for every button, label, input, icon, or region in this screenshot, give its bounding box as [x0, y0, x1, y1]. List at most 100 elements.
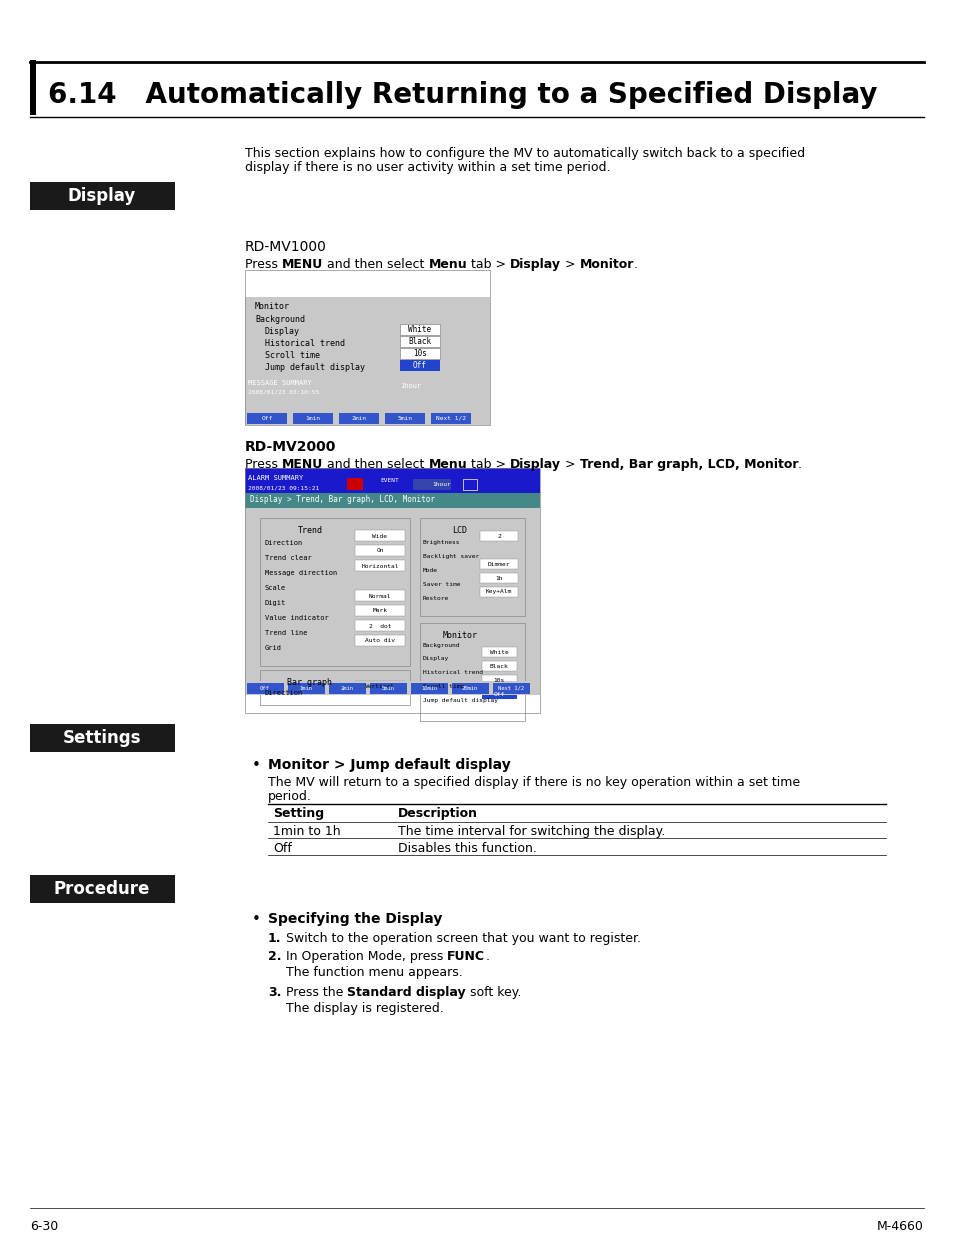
Text: Jump default display: Jump default display — [422, 698, 497, 703]
Text: Procedure: Procedure — [53, 881, 150, 898]
Bar — [30, 724, 174, 752]
Bar — [245, 493, 539, 508]
Text: 1min: 1min — [305, 415, 320, 420]
Text: The MV will return to a specified display if there is no key operation within a : The MV will return to a specified displa… — [268, 776, 800, 789]
Bar — [329, 683, 366, 694]
Text: Specifying the Display: Specifying the Display — [268, 911, 442, 926]
Text: This section explains how to configure the MV to automatically switch back to a : This section explains how to configure t… — [245, 147, 804, 161]
Text: Next 1/2: Next 1/2 — [436, 415, 465, 420]
Text: and then select: and then select — [323, 258, 428, 270]
Bar — [260, 671, 410, 705]
Text: 1hour: 1hour — [432, 482, 450, 487]
Text: Mode: Mode — [422, 568, 437, 573]
Text: ALARM SUMMARY: ALARM SUMMARY — [248, 475, 303, 480]
Bar — [338, 412, 378, 424]
Text: .: . — [485, 950, 489, 963]
Text: Black: Black — [489, 663, 508, 668]
Text: Off: Off — [260, 685, 270, 690]
Bar — [355, 680, 405, 692]
Bar — [245, 680, 539, 695]
Bar — [385, 412, 424, 424]
Text: Key+Alm: Key+Alm — [485, 589, 512, 594]
Bar — [399, 324, 439, 335]
Bar — [293, 412, 333, 424]
Bar — [355, 620, 405, 631]
Bar — [444, 382, 458, 394]
Text: The time interval for switching the display.: The time interval for switching the disp… — [397, 825, 664, 839]
Text: Dimmer: Dimmer — [487, 562, 510, 567]
Text: White: White — [489, 650, 508, 655]
Bar — [481, 689, 517, 699]
Text: Bar graph: Bar graph — [287, 678, 333, 687]
Text: 6-30: 6-30 — [30, 1220, 58, 1233]
Text: >: > — [560, 458, 579, 471]
Text: •: • — [252, 911, 260, 927]
Bar — [30, 61, 36, 115]
Text: 1.: 1. — [268, 932, 281, 945]
Text: Monitor: Monitor — [442, 631, 477, 640]
Text: Press: Press — [245, 258, 281, 270]
Text: Mark: Mark — [372, 609, 387, 614]
Bar — [399, 359, 439, 370]
Text: 2008/01/23 09:15:21: 2008/01/23 09:15:21 — [248, 485, 319, 490]
Text: >: > — [560, 258, 579, 270]
Text: Vertical: Vertical — [365, 683, 395, 688]
Bar — [355, 545, 405, 556]
Text: Display: Display — [510, 258, 560, 270]
Bar — [370, 683, 407, 694]
Text: Digit: Digit — [265, 600, 286, 606]
Text: 2  dot: 2 dot — [369, 624, 391, 629]
Text: Description: Description — [397, 806, 477, 820]
Text: Display: Display — [510, 458, 560, 471]
Text: 1min: 1min — [299, 685, 313, 690]
Text: FUNC: FUNC — [447, 950, 485, 963]
Text: Backlight saver: Backlight saver — [422, 555, 478, 559]
Text: Saver time: Saver time — [422, 582, 460, 587]
Text: Scale: Scale — [265, 585, 286, 592]
Text: 6.14   Automatically Returning to a Specified Display: 6.14 Automatically Returning to a Specif… — [48, 82, 877, 109]
Bar — [481, 661, 517, 671]
Text: Direction: Direction — [265, 690, 303, 697]
Text: Off: Off — [273, 842, 292, 855]
Text: Jump default display: Jump default display — [265, 363, 365, 372]
Text: •: • — [252, 758, 260, 773]
Bar — [479, 573, 517, 583]
Text: The function menu appears.: The function menu appears. — [286, 966, 462, 979]
Text: EVENT: EVENT — [379, 478, 398, 483]
Text: Message direction: Message direction — [265, 571, 337, 576]
Text: Off: Off — [493, 692, 504, 697]
Text: LCD: LCD — [452, 526, 467, 535]
Text: Setting: Setting — [273, 806, 324, 820]
Text: Trend clear: Trend clear — [265, 555, 312, 561]
Text: tab >: tab > — [467, 258, 510, 270]
Text: RD-MV2000: RD-MV2000 — [245, 440, 336, 454]
Text: Black: Black — [408, 336, 431, 346]
Text: Disables this function.: Disables this function. — [397, 842, 537, 855]
Bar — [245, 296, 490, 425]
Text: Restore: Restore — [422, 597, 449, 601]
Bar — [493, 683, 530, 694]
Text: The display is registered.: The display is registered. — [286, 1002, 443, 1015]
Text: 1h: 1h — [495, 576, 502, 580]
Bar — [356, 382, 373, 394]
Text: Direction: Direction — [265, 540, 303, 546]
Text: On: On — [375, 548, 383, 553]
Bar — [355, 530, 405, 541]
Text: Scroll time: Scroll time — [422, 684, 464, 689]
Text: Off: Off — [413, 361, 427, 369]
Text: Menu: Menu — [428, 258, 467, 270]
Bar — [399, 348, 439, 359]
Bar — [399, 336, 439, 347]
Text: 10s: 10s — [493, 678, 504, 683]
Text: Display: Display — [265, 327, 299, 336]
Text: MESSAGE SUMMARY: MESSAGE SUMMARY — [248, 380, 312, 387]
Text: display if there is no user activity within a set time period.: display if there is no user activity wit… — [245, 161, 610, 174]
Text: 5min: 5min — [397, 415, 412, 420]
Text: Trend line: Trend line — [265, 630, 307, 636]
Bar — [355, 635, 405, 646]
Text: Historical trend: Historical trend — [422, 671, 482, 676]
Text: 2min: 2min — [340, 685, 354, 690]
Bar — [245, 468, 539, 713]
Bar — [245, 468, 539, 493]
Bar — [245, 411, 490, 425]
